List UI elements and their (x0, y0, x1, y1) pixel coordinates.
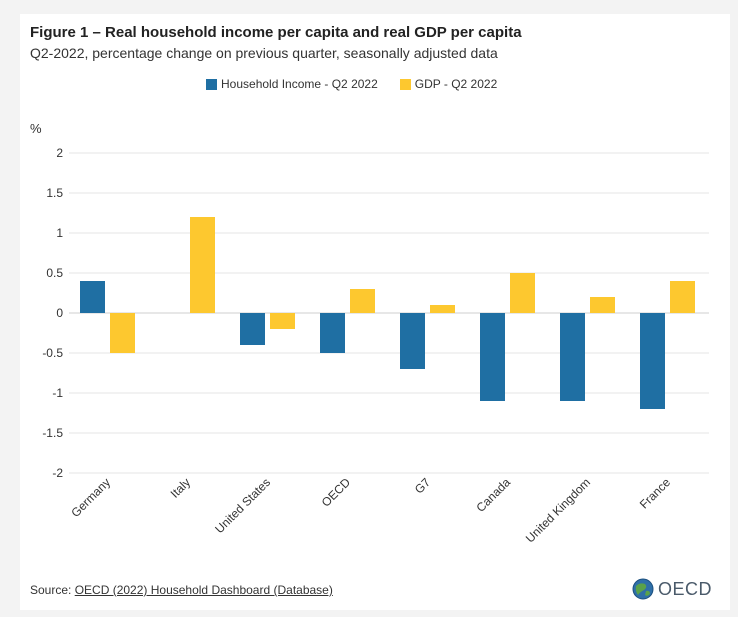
y-tick-label: 0.5 (46, 266, 63, 280)
source-note: Source: OECD (2022) Household Dashboard … (30, 583, 333, 597)
y-tick-label: -1 (52, 386, 63, 400)
y-tick-label: 2 (56, 146, 63, 160)
chart-title: Figure 1 – Real household income per cap… (30, 24, 522, 41)
globe-icon (632, 578, 654, 600)
bar-household-income (400, 313, 425, 369)
x-tick-label: Italy (168, 475, 193, 500)
oecd-logo: OECD (632, 578, 712, 600)
chart-card: Figure 1 – Real household income per cap… (20, 14, 730, 610)
y-tick-label: 1 (56, 226, 63, 240)
bar-household-income (640, 313, 665, 409)
legend-item-gdp[interactable]: GDP - Q2 2022 (399, 77, 498, 91)
bar-household-income (560, 313, 585, 401)
y-tick-label: -2 (52, 466, 63, 480)
legend: Household Income - Q2 2022 GDP - Q2 2022 (206, 77, 497, 91)
legend-item-household-income[interactable]: Household Income - Q2 2022 (206, 77, 378, 91)
bar-gdp (190, 217, 215, 313)
y-tick-label: 1.5 (46, 186, 63, 200)
bar-household-income (480, 313, 505, 401)
x-tick-label: United Kingdom (523, 475, 593, 545)
source-prefix: Source: (30, 583, 75, 597)
x-tick-label: Germany (68, 475, 113, 520)
legend-label-household-income: Household Income - Q2 2022 (221, 77, 378, 91)
y-tick-label: -0.5 (42, 346, 63, 360)
bar-gdp (350, 289, 375, 313)
bar-gdp (590, 297, 615, 313)
bar-gdp (670, 281, 695, 313)
source-link[interactable]: OECD (2022) Household Dashboard (Databas… (74, 583, 333, 597)
bar-gdp (270, 313, 295, 329)
x-tick-label: G7 (412, 475, 433, 496)
x-tick-label: France (637, 475, 674, 512)
legend-swatch-gdp (399, 78, 411, 90)
bar-gdp (510, 273, 535, 313)
bar-chart: % 2 1.5 1 0.5 0 -0.5 -1 -1.5 -2 Germany Italy United… (30, 121, 709, 546)
y-tick-label: -1.5 (42, 426, 63, 440)
bar-household-income (80, 281, 105, 313)
legend-swatch-household-income (206, 78, 217, 90)
x-tick-label: United States (212, 475, 273, 536)
bar-household-income (320, 313, 345, 353)
bar-gdp (110, 313, 135, 353)
x-tick-label: OECD (319, 475, 354, 510)
y-axis-unit-label: % (30, 121, 42, 136)
y-tick-label: 0 (56, 306, 63, 320)
x-tick-label: Canada (473, 475, 513, 515)
logo-text: OECD (658, 578, 713, 599)
chart-subtitle: Q2-2022, percentage change on previous q… (30, 45, 498, 61)
bar-household-income (240, 313, 265, 345)
bar-gdp (430, 305, 455, 313)
legend-label-gdp: GDP - Q2 2022 (414, 77, 498, 91)
